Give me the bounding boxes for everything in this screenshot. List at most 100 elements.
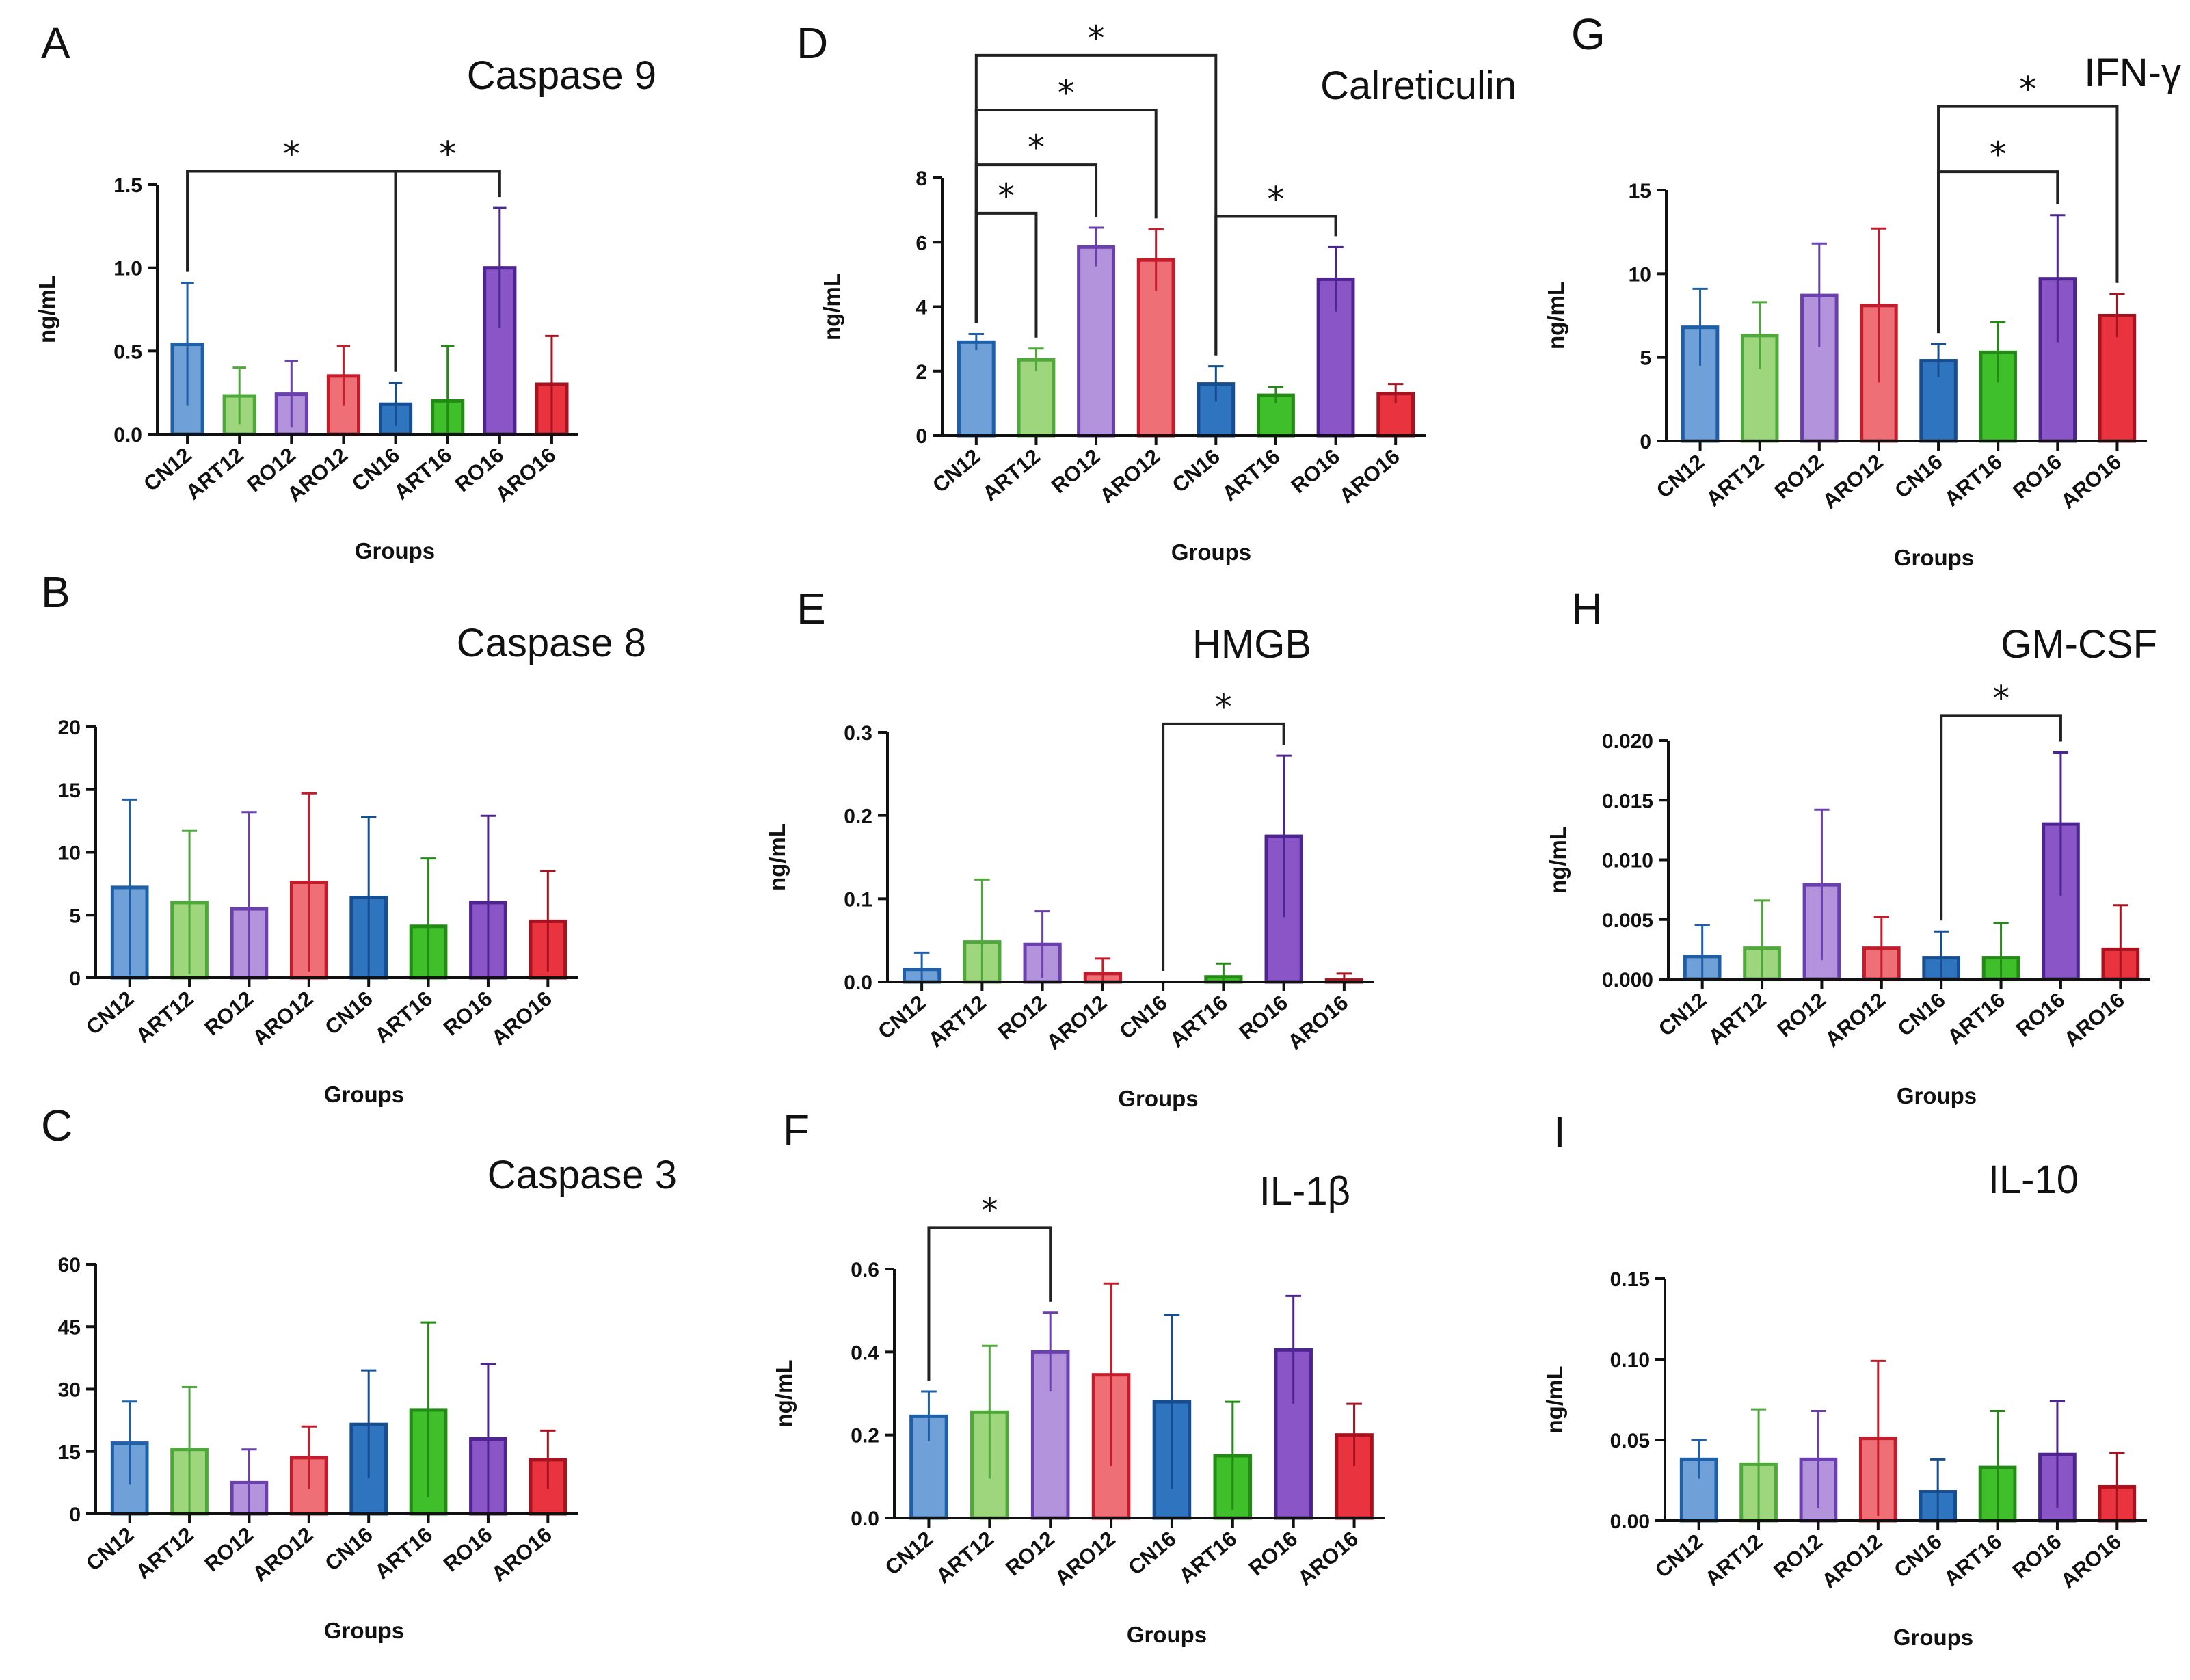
error-bar-aro16 [2109, 293, 2125, 338]
bar-ro12 [1077, 245, 1115, 438]
significance-star: * [1088, 18, 1105, 58]
y-tick-label: 20 [58, 717, 81, 739]
error-bar-cn16 [1934, 930, 1949, 979]
error-bar-ro16 [1276, 754, 1292, 918]
error-bar-art12 [974, 878, 990, 982]
error-bar-ro12 [1034, 910, 1050, 978]
error-bar-art16 [1993, 922, 2009, 979]
error-bar-ro12 [1042, 1311, 1058, 1391]
panel-letter: H [1571, 584, 1603, 633]
error-bar-cn16 [361, 1369, 377, 1479]
error-bar-aro12 [1148, 228, 1164, 291]
significance-star: * [998, 176, 1015, 216]
panel-title: Caspase 8 [457, 621, 646, 665]
error-bar-ro16 [480, 1363, 496, 1514]
y-tick-label: 0.15 [1610, 1268, 1650, 1291]
y-tick-label: 1.5 [113, 174, 142, 197]
error-bar-aro12 [301, 792, 317, 972]
error-bar-art16 [1216, 962, 1231, 982]
error-bar-art12 [181, 1385, 198, 1512]
x-axis-title: Groups [324, 1618, 404, 1643]
error-bar-aro16 [1388, 383, 1404, 403]
y-tick-label: 0.3 [844, 722, 872, 745]
y-axis-title: ng/mL [34, 276, 59, 343]
error-bar-art16 [1225, 1400, 1241, 1510]
y-axis-title: ng/mL [1542, 1366, 1567, 1434]
error-bar-art12 [232, 366, 246, 425]
error-bar-art12 [1028, 347, 1044, 371]
significance-star: * [1267, 180, 1284, 219]
error-bar-aro12 [1873, 916, 1889, 979]
y-tick-label: 60 [58, 1254, 81, 1277]
error-bar-ro16 [2049, 1400, 2066, 1508]
panel-letter: E [797, 584, 826, 633]
y-tick-label: 4 [916, 297, 927, 319]
error-bar-ro12 [1811, 1410, 1826, 1508]
y-tick-label: 0.0 [844, 972, 872, 994]
panel-letter: I [1553, 1108, 1566, 1157]
y-tick-label: 10 [1629, 263, 1651, 286]
error-bar-art16 [420, 857, 436, 978]
error-bar-aro12 [336, 345, 351, 406]
error-bar-ro16 [2050, 214, 2066, 343]
significance-star: * [1058, 73, 1075, 113]
y-tick-label: 8 [916, 168, 927, 190]
error-bar-ro16 [493, 206, 507, 328]
error-bar-aro16 [540, 1429, 556, 1489]
panel-letter: F [783, 1106, 810, 1155]
panel-letter: D [797, 18, 828, 68]
error-bar-art16 [440, 345, 455, 434]
y-tick-label: 0.010 [1602, 850, 1653, 872]
y-tick-label: 5 [69, 905, 81, 927]
y-tick-label: 0.10 [1610, 1349, 1650, 1372]
significance-star: * [283, 135, 300, 174]
error-bar-ro16 [480, 814, 496, 978]
y-tick-label: 15 [58, 779, 81, 802]
error-bar-aro16 [1346, 1402, 1362, 1467]
x-axis-title: Groups [1893, 1625, 1973, 1650]
y-tick-label: 1.0 [113, 258, 142, 280]
panel-letter: B [41, 568, 70, 617]
error-bar-cn16 [1208, 365, 1224, 402]
significance-bracket: * [974, 18, 1218, 356]
significance-bracket: * [394, 135, 501, 372]
y-axis-title: ng/mL [764, 823, 790, 891]
error-bar-aro12 [1871, 227, 1887, 383]
error-bar-ro12 [1088, 226, 1104, 267]
significance-bracket: * [1937, 70, 2119, 334]
error-bar-cn16 [361, 816, 377, 978]
error-bar-aro16 [545, 334, 559, 433]
y-tick-label: 0.00 [1610, 1510, 1650, 1533]
error-bar-art12 [1750, 1408, 1767, 1519]
significance-star: * [1028, 128, 1045, 168]
error-bar-cn16 [1930, 1458, 1946, 1521]
x-axis-title: Groups [1171, 539, 1251, 565]
error-bar-ro16 [1285, 1294, 1302, 1404]
y-tick-label: 0 [69, 1504, 81, 1526]
panel-title: HMGB [1192, 622, 1311, 667]
error-bar-cn16 [1930, 343, 1947, 378]
error-bar-cn12 [1694, 924, 1710, 979]
error-bar-cn12 [1692, 287, 1708, 366]
error-bar-cn12 [122, 1400, 137, 1485]
error-bar-aro12 [1095, 957, 1111, 982]
error-bar-cn12 [968, 333, 984, 351]
error-bar-ro12 [241, 811, 257, 978]
panel-title: Caspase 3 [488, 1153, 677, 1197]
error-bar-cn12 [921, 1390, 937, 1441]
y-tick-label: 15 [1629, 180, 1651, 202]
significance-bracket: * [1214, 180, 1337, 356]
y-tick-label: 6 [916, 232, 927, 254]
error-bar-ro16 [2053, 751, 2069, 896]
panel-letter: C [41, 1101, 72, 1150]
y-tick-label: 0.015 [1602, 790, 1653, 812]
bar-art12 [1017, 358, 1056, 438]
panel-title: IL-1β [1259, 1169, 1350, 1214]
error-bar-cn16 [1164, 1314, 1180, 1489]
error-bar-art16 [1268, 386, 1284, 403]
x-axis-title: Groups [324, 1082, 404, 1107]
error-bar-aro12 [1103, 1282, 1119, 1467]
panel-title: Caspase 9 [467, 53, 656, 98]
